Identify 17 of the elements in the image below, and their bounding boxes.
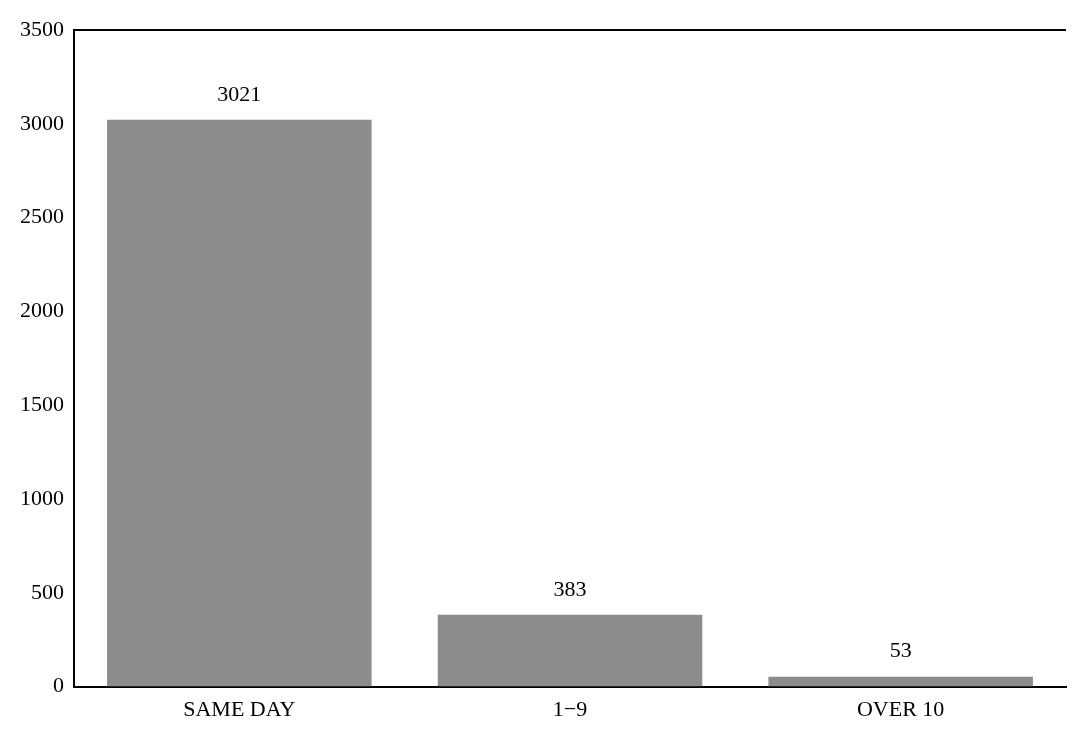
- bar: [107, 119, 372, 687]
- data-label: 3021: [217, 80, 262, 106]
- y-tick-label: 2000: [20, 297, 64, 323]
- data-label: 53: [889, 637, 912, 663]
- x-tick-label: SAME DAY: [183, 695, 296, 721]
- bar: [437, 614, 703, 687]
- y-tick-label: 3000: [20, 109, 64, 135]
- x-tick-label: 1−9: [552, 695, 588, 721]
- y-tick-label: 500: [31, 578, 64, 604]
- y-tick-label: 3500: [20, 15, 64, 41]
- y-tick-label: 2500: [20, 203, 64, 229]
- bar: [768, 676, 1033, 687]
- y-tick-label: 0: [53, 672, 64, 698]
- x-tick-label: OVER 10: [856, 695, 945, 721]
- y-tick-label: 1500: [20, 390, 64, 416]
- data-label: 383: [553, 575, 587, 601]
- y-tick-label: 1000: [20, 484, 64, 510]
